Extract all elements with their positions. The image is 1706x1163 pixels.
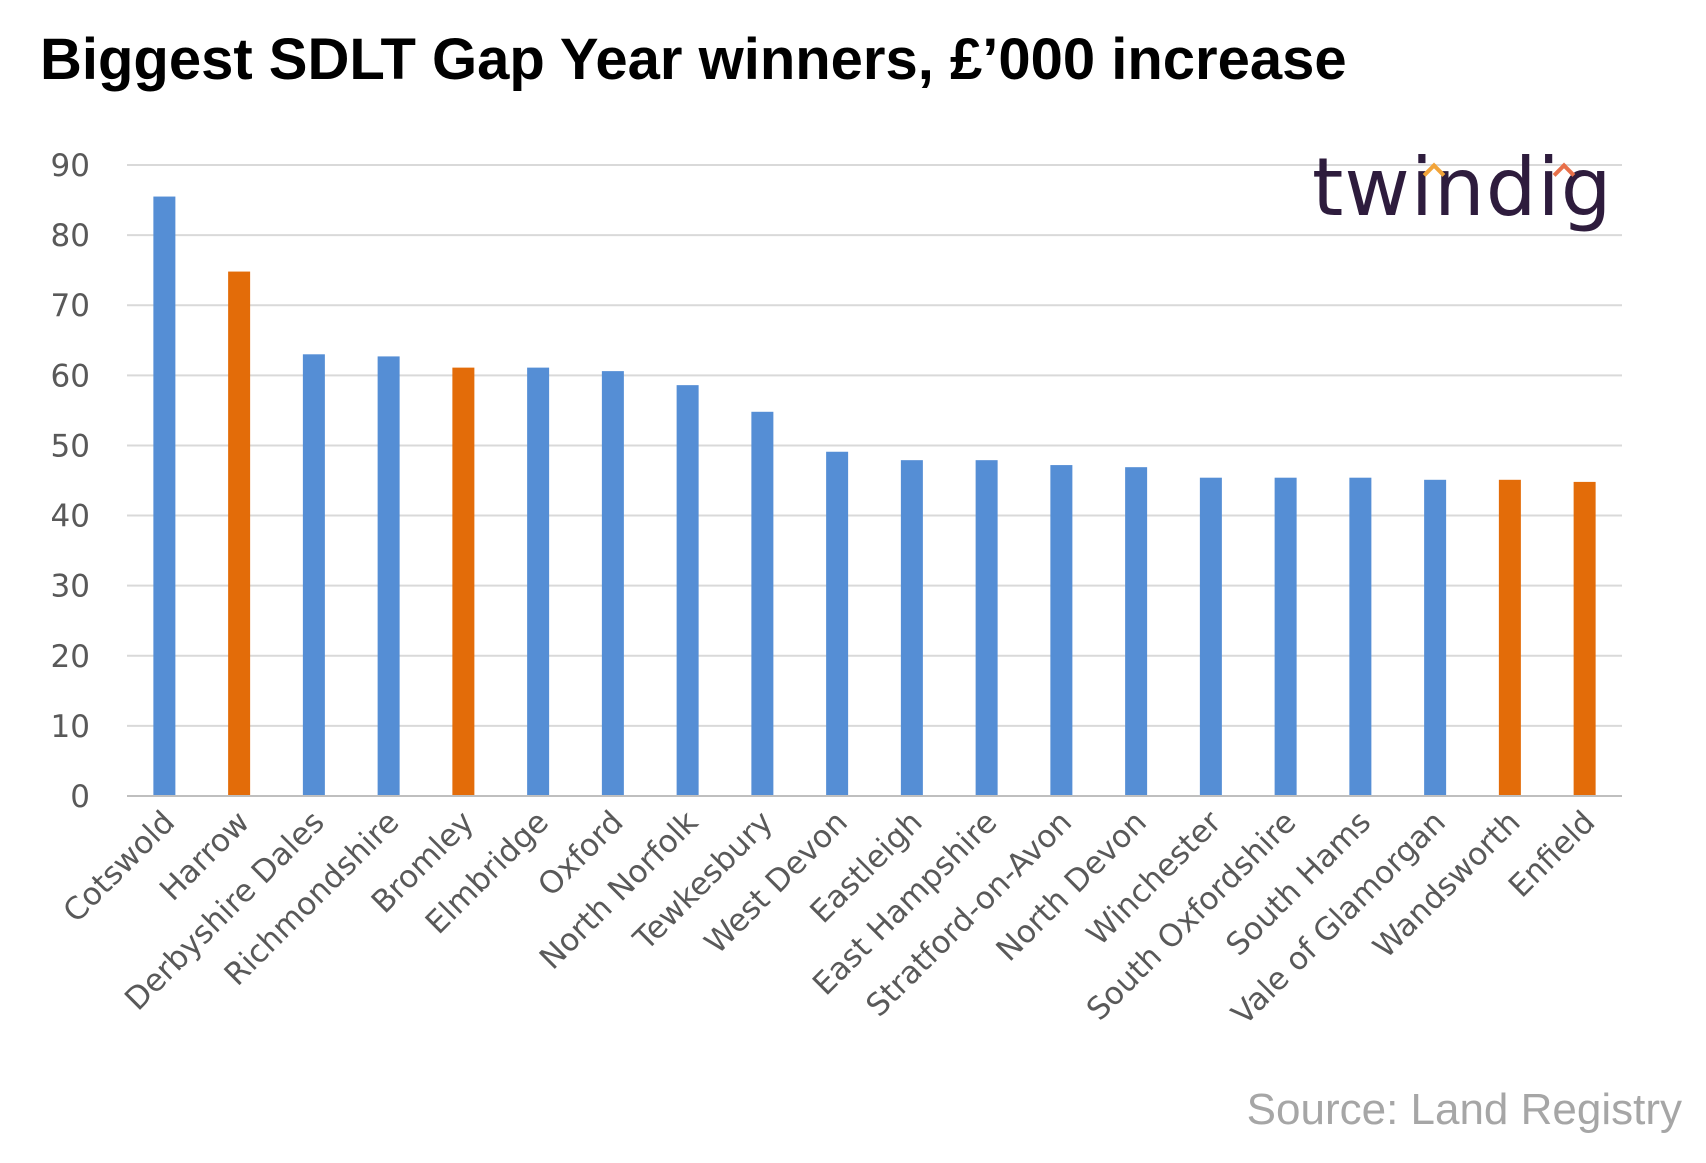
bar-winchester [1199, 477, 1222, 796]
bars [153, 196, 1596, 797]
bar-stratford-on-avon [1050, 465, 1073, 796]
y-tick-label: 90 [51, 148, 90, 184]
bar-derbyshire-dales [302, 354, 325, 796]
bar-eastleigh [900, 460, 923, 796]
y-tick-label: 20 [51, 639, 90, 675]
bar-elmbridge [527, 367, 550, 796]
x-tick-label: Cotswold [56, 804, 182, 930]
bar-north-norfolk [676, 385, 699, 796]
bar-bromley [452, 367, 475, 796]
y-tick-label: 40 [51, 499, 90, 535]
y-tick-label: 50 [51, 428, 90, 464]
chart-title: Biggest SDLT Gap Year winners, £’000 inc… [40, 27, 1347, 92]
bar-east-hampshire [975, 460, 998, 796]
twindig-logo: twindig [1312, 148, 1622, 258]
y-tick-label: 70 [51, 288, 90, 324]
source-note: Source: Land Registry [1246, 1085, 1682, 1134]
gridlines [127, 164, 1622, 727]
y-tick-label: 30 [51, 569, 90, 605]
y-tick-label: 0 [70, 779, 90, 815]
bar-richmondshire [377, 356, 400, 796]
bar-harrow [228, 271, 251, 797]
bar-vale-of-glamorgan [1424, 479, 1447, 796]
bar-north-devon [1125, 467, 1148, 796]
bar-west-devon [826, 451, 849, 796]
bar-oxford [601, 371, 624, 796]
y-tick-label: 60 [51, 358, 90, 394]
logo-wordmark: twindig [1312, 141, 1613, 234]
bar-south-oxfordshire [1274, 477, 1297, 796]
y-tick-label: 10 [51, 709, 90, 745]
bar-cotswold [153, 196, 176, 797]
y-tick-label: 80 [51, 218, 90, 254]
bar-tewkesbury [751, 411, 774, 796]
bar-south-hams [1349, 477, 1372, 796]
bar-wandsworth [1498, 479, 1521, 796]
y-axis-ticks: 0 10 20 30 40 50 60 70 80 90 [51, 148, 90, 815]
bar-enfield [1573, 481, 1596, 796]
